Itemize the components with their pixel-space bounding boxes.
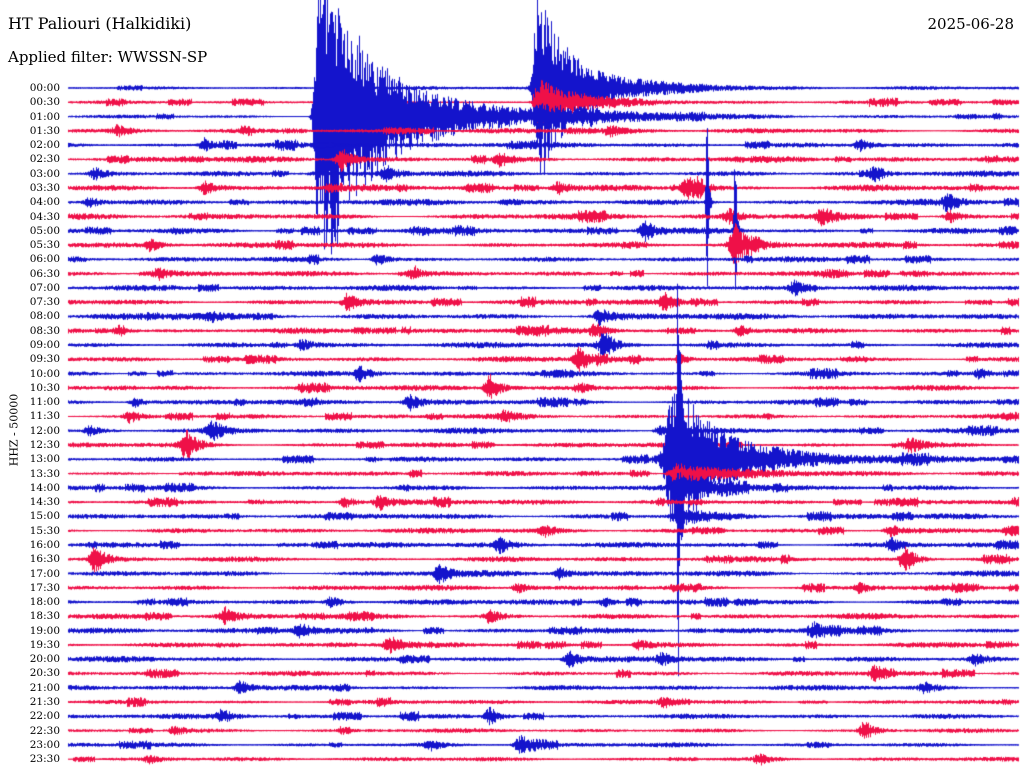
time-label: 05:00 (29, 224, 60, 237)
time-label: 16:30 (29, 552, 60, 565)
time-label: 11:30 (29, 410, 60, 423)
time-label: 12:00 (29, 424, 60, 437)
time-label: 07:00 (29, 281, 60, 294)
station-title: HT Paliouri (Halkidiki) (8, 14, 192, 33)
time-axis: 00:00 00:30 01:00 01:30 02:00 02:30 03:00 03:30… (0, 0, 64, 780)
time-label: 08:30 (29, 324, 60, 337)
time-label: 00:00 (29, 81, 60, 94)
time-label: 22:00 (29, 710, 60, 723)
time-label: 01:00 (29, 110, 60, 123)
time-label: 13:00 (29, 453, 60, 466)
time-label: 06:30 (29, 267, 60, 280)
time-label: 16:00 (29, 538, 60, 551)
time-label: 11:00 (29, 395, 60, 408)
time-label: 09:30 (29, 353, 60, 366)
time-label: 03:00 (29, 167, 60, 180)
time-label: 14:00 (29, 481, 60, 494)
time-label: 06:00 (29, 253, 60, 266)
time-label: 12:30 (29, 438, 60, 451)
time-label: 19:00 (29, 624, 60, 637)
time-label: 14:30 (29, 495, 60, 508)
time-label: 01:30 (29, 124, 60, 137)
time-label: 20:30 (29, 667, 60, 680)
time-label: 08:00 (29, 310, 60, 323)
time-label: 04:00 (29, 195, 60, 208)
time-label: 23:30 (29, 752, 60, 765)
time-label: 17:30 (29, 581, 60, 594)
time-label: 23:00 (29, 738, 60, 751)
time-label: 13:30 (29, 467, 60, 480)
date-label: 2025-06-28 (927, 15, 1014, 33)
time-label: 18:30 (29, 610, 60, 623)
time-label: 15:00 (29, 510, 60, 523)
time-label: 05:30 (29, 238, 60, 251)
time-label: 21:00 (29, 681, 60, 694)
time-label: 10:30 (29, 381, 60, 394)
time-label: 02:30 (29, 153, 60, 166)
time-label: 15:30 (29, 524, 60, 537)
time-label: 20:00 (29, 652, 60, 665)
time-label: 03:30 (29, 181, 60, 194)
time-label: 07:30 (29, 295, 60, 308)
time-label: 02:00 (29, 138, 60, 151)
time-label: 00:30 (29, 96, 60, 109)
time-label: 21:30 (29, 695, 60, 708)
time-label: 18:00 (29, 595, 60, 608)
time-label: 19:30 (29, 638, 60, 651)
time-label: 22:30 (29, 724, 60, 737)
time-label: 09:00 (29, 338, 60, 351)
time-label: 10:00 (29, 367, 60, 380)
time-label: 04:30 (29, 210, 60, 223)
filter-label: Applied filter: WWSSN-SP (8, 48, 208, 66)
time-label: 17:00 (29, 567, 60, 580)
